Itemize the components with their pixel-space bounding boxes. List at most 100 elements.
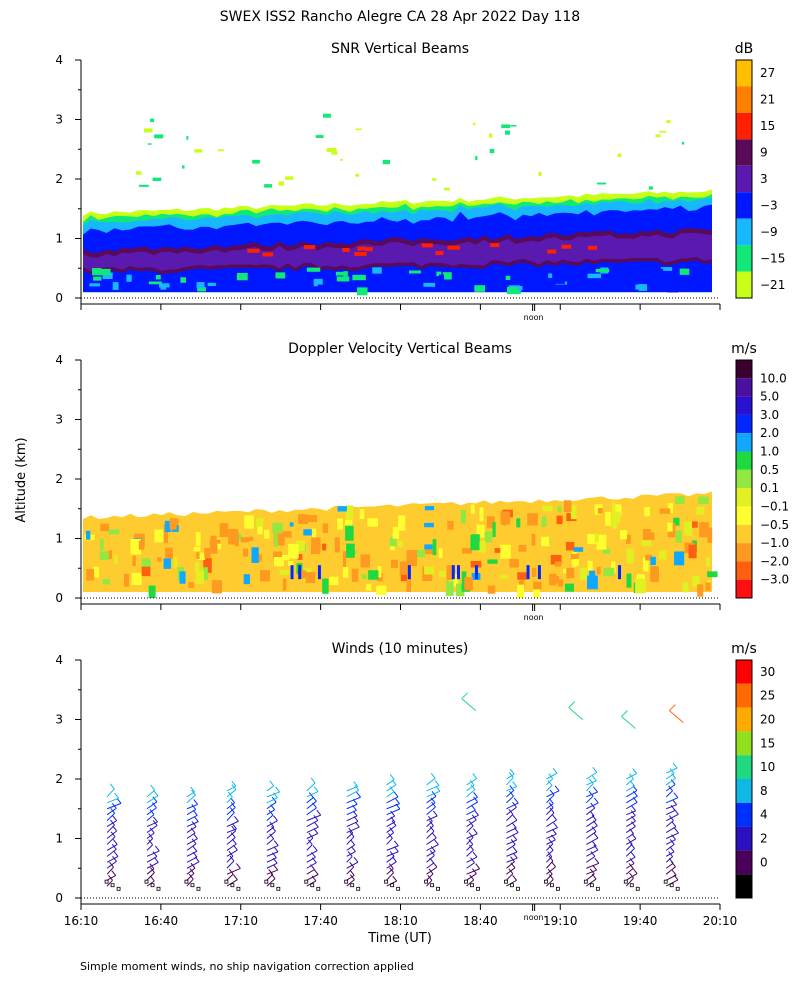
doppler-cell — [195, 562, 200, 574]
wind-barb — [506, 786, 517, 792]
doppler-cell — [280, 554, 290, 561]
colorbar-swatch — [736, 378, 752, 397]
wind-calm-marker — [663, 879, 668, 884]
wind-barb-flag — [510, 856, 515, 862]
wind-barb — [466, 862, 475, 869]
wind-barb — [266, 862, 278, 869]
wind-barb — [266, 845, 279, 851]
wind-barb-flag — [230, 802, 236, 808]
snr-upper-echo — [144, 128, 153, 133]
wind-barb-flag — [112, 815, 118, 821]
colorbar-swatch — [736, 660, 752, 684]
wind-barb — [506, 773, 515, 780]
wind-barb-flag — [111, 870, 117, 876]
doppler-cell — [579, 567, 588, 581]
wind-barb-flag — [672, 799, 678, 805]
wind-barb-flag — [392, 875, 398, 882]
wind-barb — [386, 851, 399, 857]
doppler-cell — [699, 522, 709, 538]
wind-barb-flag — [191, 804, 197, 810]
doppler-cell — [93, 566, 100, 578]
wind-barb — [266, 797, 278, 804]
wind-barb — [386, 845, 399, 851]
doppler-cell — [298, 514, 308, 525]
snr-patch — [343, 271, 348, 277]
wind-barb — [386, 868, 394, 875]
snr-upper-echo — [264, 184, 272, 188]
wind-barb-flag — [356, 791, 361, 798]
wind-calm-marker — [150, 883, 155, 888]
colorbar-unit-winds: m/s — [731, 641, 757, 657]
doppler-cell — [219, 522, 229, 538]
upper-wind-barb-flag — [621, 710, 628, 717]
doppler-cell — [439, 570, 446, 578]
doppler-cell — [626, 573, 632, 588]
upper-wind-barb — [669, 710, 684, 723]
colorbar-swatch — [736, 524, 752, 544]
doppler-cell — [424, 549, 434, 555]
colorbar-swatch — [736, 112, 752, 140]
wind-barb-flag — [228, 868, 234, 875]
snr-patch — [313, 278, 323, 285]
wind-barb — [626, 873, 638, 881]
wind-barb — [386, 821, 396, 828]
y-tick-label: 2 — [55, 772, 63, 786]
wind-barb — [426, 837, 437, 845]
wind-barb — [106, 855, 119, 863]
snr-upper-echo — [138, 184, 149, 187]
doppler-cell — [346, 543, 355, 558]
wind-barb-flag — [268, 869, 274, 875]
wind-barb-flag — [150, 784, 156, 791]
wind-calm-marker — [464, 879, 468, 884]
wind-barb — [266, 874, 274, 881]
doppler-cell — [461, 571, 467, 586]
wind-barb — [146, 807, 157, 816]
doppler-cell — [707, 527, 713, 543]
colorbar-swatch — [736, 850, 752, 875]
snr-upper-echo — [278, 181, 284, 186]
wind-barb-flag — [630, 843, 635, 849]
wind-barb — [506, 861, 515, 869]
wind-barb — [466, 801, 478, 810]
wind-barb — [626, 795, 638, 804]
wind-barb — [546, 794, 555, 804]
wind-calm-marker — [196, 886, 201, 891]
wind-barb — [186, 838, 198, 845]
wind-barb-flag — [671, 821, 677, 828]
snr-patch — [148, 284, 161, 289]
doppler-cell — [211, 580, 222, 594]
wind-barb — [226, 812, 235, 821]
wind-barb-flag — [472, 851, 478, 858]
wind-barb-flag — [153, 790, 159, 797]
wind-barb — [386, 784, 397, 792]
wind-barb — [306, 782, 316, 792]
doppler-cell — [589, 570, 596, 582]
wind-barb-flag — [273, 815, 278, 822]
wind-barb-flag — [269, 821, 275, 828]
wind-barb — [546, 866, 556, 875]
wind-calm-marker — [436, 886, 440, 891]
wind-barb-flag — [591, 840, 597, 847]
doppler-cell — [289, 522, 294, 527]
wind-barb — [146, 821, 158, 828]
doppler-cell — [541, 516, 547, 528]
doppler-cell — [399, 561, 408, 575]
colorbar-swatch — [736, 86, 752, 113]
colorbar-swatch — [736, 506, 752, 525]
doppler-cell — [398, 515, 406, 531]
wind-barb — [506, 827, 517, 834]
wind-barb-flag — [193, 799, 199, 805]
wind-barb-flag — [671, 773, 676, 779]
doppler-cell — [163, 534, 169, 544]
colorbar-label: −3.0 — [760, 573, 789, 587]
wind-barb — [186, 832, 196, 839]
snr-patch — [93, 276, 102, 281]
doppler-cell — [305, 572, 316, 584]
wind-barb — [665, 773, 675, 780]
colorbar-swatch — [736, 469, 752, 489]
wind-barb-flag — [229, 855, 235, 862]
wind-barb-flag — [628, 863, 634, 869]
wind-barb — [665, 856, 673, 863]
colorbar-label: 1.0 — [760, 445, 779, 459]
doppler-cell — [527, 513, 538, 526]
